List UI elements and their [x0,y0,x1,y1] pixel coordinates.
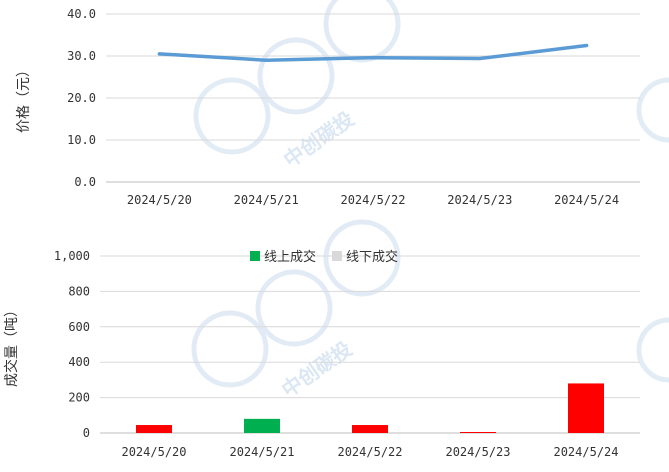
x-tick-label: 2024/5/21 [229,445,294,459]
volume-bar [136,425,172,433]
x-tick-label: 2024/5/20 [127,193,192,207]
price-point [157,52,161,56]
y-tick-label: 30.0 [67,49,96,63]
x-tick-labels: 2024/5/20 2024/5/21 2024/5/22 2024/5/23 2024… [121,445,618,459]
y-tick-label: 600 [68,320,90,334]
watermark-ring [193,77,271,155]
y-tick-label: 0 [83,426,90,440]
gridlines [100,255,640,434]
y-axis-label: 成交量（吨） [3,303,20,387]
y-tick-labels: 0 200 400 600 800 1,000 [54,249,90,440]
x-tick-label: 2024/5/24 [553,445,618,459]
y-tick-label: 400 [68,355,90,369]
volume-bar [352,425,388,433]
legend-label: 线上成交 [264,249,316,265]
x-tick-label: 2024/5/22 [340,193,405,207]
legend-swatch [250,251,260,261]
watermark [191,0,669,388]
watermark-ring [255,269,333,347]
x-tick-label: 2024/5/23 [445,445,510,459]
watermark-ring [636,317,669,383]
price-point [371,56,375,60]
x-tick-labels: 2024/5/20 2024/5/21 2024/5/22 2024/5/23 2024… [127,193,619,207]
x-tick-label: 2024/5/20 [121,445,186,459]
x-tick-label: 2024/5/24 [554,193,619,207]
x-tick-label: 2024/5/21 [234,193,299,207]
y-tick-labels: 0.0 10.0 20.0 30.0 40.0 [67,7,96,189]
legend-label: 线下成交 [346,249,398,265]
price-point [585,44,589,47]
y-tick-label: 200 [68,391,90,405]
y-tick-label: 20.0 [67,91,96,105]
y-tick-label: 800 [68,284,90,298]
y-tick-label: 0.0 [74,175,96,189]
watermark-ring [636,77,669,143]
watermark-cn: 中创碳投 [277,337,356,403]
price-point [264,58,268,62]
gridlines [106,13,640,183]
price-point [478,57,482,61]
watermark-ring [191,310,269,388]
legend: 线上成交 线下成交 [250,249,398,265]
volume-bar [244,418,280,433]
watermark-cn: 中创碳投 [279,107,358,173]
watermark-ring [257,37,335,115]
x-tick-label: 2024/5/22 [337,445,402,459]
price-line-chart: 0.010.020.030.040.0 2024/5/20 2024/5/21 20… [16,7,640,207]
y-tick-label: 10.0 [67,133,96,147]
watermark-ring [323,0,401,63]
x-tick-label: 2024/5/23 [447,193,512,207]
y-axis-label: 价格（元） [16,63,32,133]
volume-bar [460,432,496,433]
legend-swatch [332,251,342,261]
y-tick-label: 1,000 [54,249,90,263]
y-tick-label: 40.0 [67,7,96,21]
volume-bar [568,383,604,433]
series-marks [157,43,589,62]
watermark-ring [323,219,401,297]
series-marks [136,383,604,433]
